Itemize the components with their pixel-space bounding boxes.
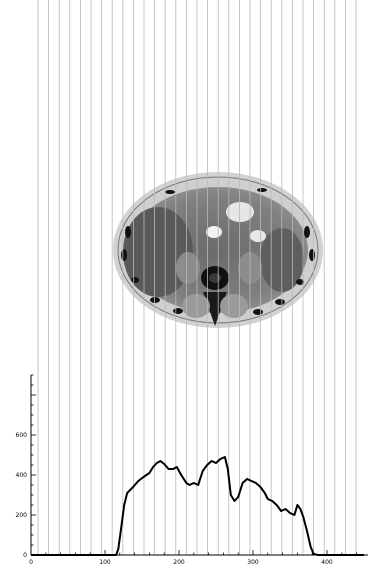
y-tick-label: 200 bbox=[16, 512, 28, 519]
projection-lines bbox=[37, 0, 357, 555]
y-tick-label: 400 bbox=[16, 472, 28, 479]
x-tick-label: 300 bbox=[247, 559, 259, 566]
x-ticks: 0 100 200 300 400 bbox=[29, 550, 358, 566]
y-tick-label: 0 bbox=[23, 552, 27, 559]
profile-line bbox=[31, 456, 364, 556]
profile-plot: 0 200 400 600 0 100 200 300 400 bbox=[16, 374, 368, 566]
x-tick-label: 200 bbox=[173, 559, 185, 566]
ct-vertebra-center bbox=[209, 273, 221, 283]
ct-muscle-right bbox=[220, 294, 248, 318]
ct-spinous-process bbox=[203, 292, 227, 326]
ct-muscle-left bbox=[182, 294, 210, 318]
ct-kidney-left bbox=[176, 252, 200, 284]
ct-organ-light-3 bbox=[250, 230, 266, 242]
x-tick-label: 100 bbox=[99, 559, 111, 566]
y-tick-label: 600 bbox=[16, 432, 28, 439]
ct-organ-light-1 bbox=[226, 202, 254, 222]
x-tick-label: 0 bbox=[29, 559, 33, 566]
x-tick-label: 400 bbox=[321, 559, 333, 566]
ct-organ-light-2 bbox=[206, 226, 222, 238]
y-ticks: 0 200 400 600 bbox=[16, 374, 36, 559]
